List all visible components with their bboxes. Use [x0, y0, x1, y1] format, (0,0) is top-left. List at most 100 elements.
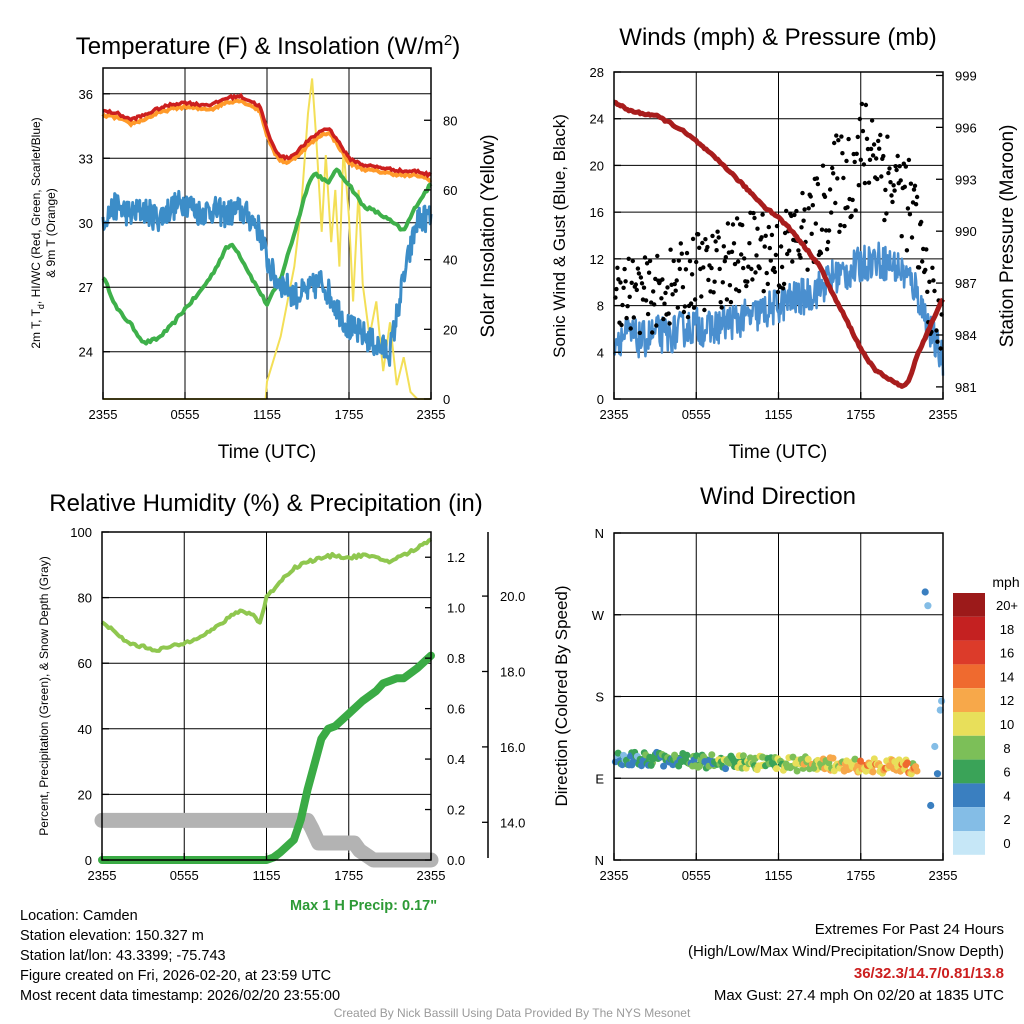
gust-point — [771, 265, 777, 271]
gust-point — [692, 297, 698, 302]
x-tick-label: 1155 — [765, 868, 793, 883]
gust-point — [813, 221, 818, 226]
winds-y-left-label: Sonic Wind & Gust (Blue, Black) — [550, 114, 569, 358]
gust-point — [718, 300, 723, 305]
y-tick-label: 0 — [85, 853, 92, 868]
gust-point — [792, 212, 797, 218]
dewpoint-line — [101, 167, 433, 346]
gust-point — [882, 217, 887, 223]
gust-point — [824, 247, 830, 252]
gust-point — [784, 208, 789, 214]
gust-point — [715, 229, 720, 234]
colorbar-swatch — [953, 735, 985, 760]
gust-point — [766, 224, 771, 230]
y-tick-label: 24 — [590, 112, 604, 127]
gust-point — [858, 157, 863, 162]
gust-point — [874, 156, 879, 161]
credit-line: Created By Nick Bassill Using Data Provi… — [333, 1006, 691, 1020]
gust-point — [765, 281, 770, 287]
gust-point — [761, 289, 766, 294]
gust-point — [836, 138, 841, 143]
gust-point — [721, 244, 726, 249]
y-right-tick-label: 0.4 — [447, 752, 465, 767]
direction-point — [614, 749, 622, 757]
y-tick-label: 20 — [78, 787, 92, 802]
gust-point — [732, 261, 738, 267]
gust-point — [728, 299, 734, 305]
snow-tick-label: 16.0 — [500, 740, 525, 755]
gust-point — [674, 278, 679, 283]
colorbar-swatch — [953, 593, 985, 617]
gust-point — [624, 315, 629, 321]
gust-point — [778, 244, 784, 249]
gust-point — [747, 241, 752, 246]
gust-point — [779, 264, 785, 270]
humidity-title: Relative Humidity (%) & Precipitation (i… — [49, 490, 482, 517]
direction-point — [936, 706, 944, 714]
gust-point — [829, 210, 834, 215]
gust-point — [685, 314, 691, 320]
gust-point — [854, 151, 859, 156]
gust-point — [884, 211, 889, 216]
colorbar-label: 12 — [1000, 693, 1014, 708]
gust-point — [620, 302, 625, 308]
gust-point — [727, 283, 733, 288]
gust-point — [652, 302, 657, 307]
x-tick-label: 2355 — [600, 407, 629, 422]
direction-panel: Wind Direction 2355 0555 1155 1755 2355NESWN… — [552, 483, 1020, 883]
gust-point — [830, 165, 835, 171]
x-tick-label: 1755 — [335, 407, 364, 422]
gust-point — [827, 187, 833, 192]
gust-point — [760, 212, 765, 217]
x-tick-label: 2355 — [89, 407, 118, 422]
station-info: Location: Camden Station elevation: 150.… — [20, 906, 340, 1006]
colorbar-swatch — [953, 807, 985, 831]
gust-point — [763, 233, 768, 238]
direction-series — [611, 588, 946, 810]
y-tick-label: 16 — [590, 205, 604, 220]
gust-point — [635, 266, 641, 271]
gust-point — [723, 255, 728, 260]
y-right-tick-label: 987 — [955, 276, 977, 291]
colorbar-label: 20+ — [996, 598, 1018, 613]
x-tick-label: 0555 — [682, 868, 711, 883]
gust-point — [799, 225, 804, 230]
gust-point — [683, 267, 689, 272]
y-tick-label: 100 — [70, 525, 92, 540]
precipitation-line — [98, 651, 435, 864]
gust-point — [616, 277, 621, 282]
gust-point — [741, 265, 746, 271]
gust-point — [820, 163, 826, 168]
colorbar-label: 10 — [1000, 717, 1014, 732]
colorbar-label: 6 — [1003, 765, 1010, 780]
direction-y-label: Direction (Colored By Speed) — [552, 585, 571, 806]
gust-point — [762, 244, 767, 249]
gust-point — [759, 235, 764, 240]
gust-point — [705, 244, 710, 250]
gust-point — [925, 289, 930, 294]
gust-point — [875, 176, 880, 182]
humidity-y-label: Percent, Precipitation (Green), & Snow D… — [37, 556, 51, 835]
gust-point — [919, 219, 924, 225]
y-right-tick-label: 0.8 — [447, 651, 465, 666]
gust-point — [757, 266, 762, 271]
gust-point — [787, 248, 792, 253]
gust-point — [720, 280, 725, 285]
direction-point — [755, 762, 763, 770]
recent-timestamp: Most recent data timestamp: 2026/02/20 2… — [20, 988, 341, 1004]
colorbar-swatch — [953, 616, 985, 641]
gust-point — [662, 301, 667, 306]
gust-point — [745, 279, 750, 284]
humidity-series — [94, 537, 439, 868]
gust-point — [643, 298, 649, 303]
gust-point — [744, 283, 749, 289]
direction-point — [789, 753, 797, 761]
snow-tick-label: 14.0 — [500, 815, 525, 830]
gust-point — [911, 187, 917, 192]
y-right-tick-label: 999 — [955, 68, 977, 83]
y-right-tick-label: 981 — [955, 380, 977, 395]
gust-point — [837, 229, 842, 234]
x-tick-label: 2355 — [417, 407, 446, 422]
gust-point — [868, 146, 874, 152]
gust-point — [769, 232, 775, 238]
